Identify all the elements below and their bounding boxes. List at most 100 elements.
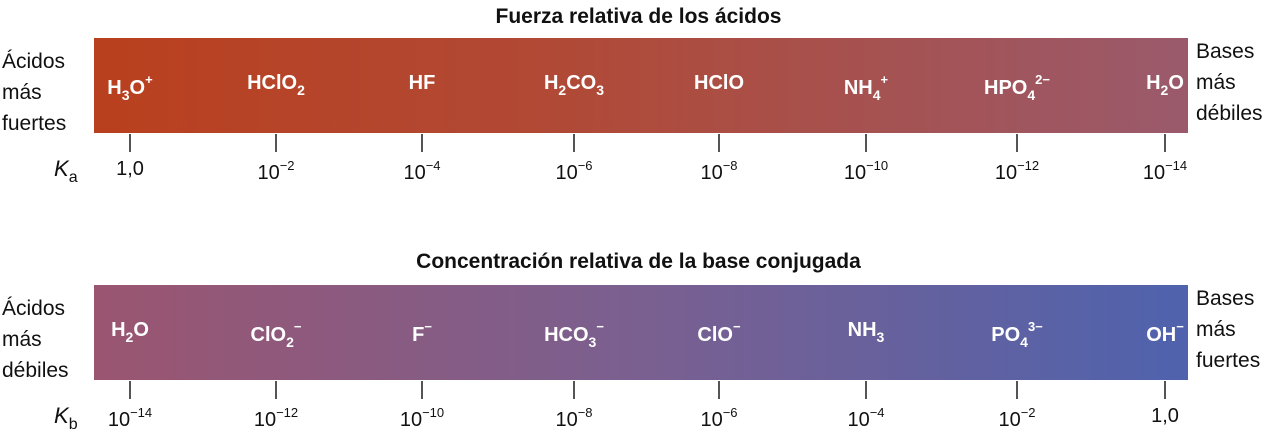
tick-exponent: −12 [1017,158,1040,173]
formula-sub: 4 [1020,334,1028,350]
formula-text: NH [847,319,877,341]
tick-label: 10−2 [257,158,294,185]
formula-text: HF [408,72,436,94]
label-line: fuertes [1196,349,1261,372]
formula-text: F [412,324,425,346]
tick-mark [421,134,423,152]
tick-exponent: −8 [577,405,593,420]
tick-label: 10−2 [998,405,1035,432]
formula-text: CO [566,72,597,94]
formula-sup: − [424,319,432,334]
formula-text: HClO [694,72,744,94]
tick-mark [129,381,131,399]
bottom-right-label: Bases más fuertes [1196,283,1260,376]
formula-text: HPO [984,77,1028,99]
species-label: HF [409,72,436,95]
species-label: HCO3− [544,319,604,350]
tick-base: 10 [994,162,1018,184]
tick-mark [1016,381,1018,399]
label-line: más [2,328,42,351]
tick-mark [275,381,277,399]
tick-exponent: −2 [279,158,295,173]
tick-mark [1164,381,1166,399]
formula-sub: 4 [872,87,881,103]
tick-label: 1,0 [1151,405,1179,428]
label-line: fuertes [2,112,67,135]
tick-label: 10−6 [555,158,592,185]
tick-base: 1,0 [116,158,144,180]
conjugate-base-bar: H2O ClO2− F− HCO3− ClO− NH3 PO43− OH− [94,285,1188,380]
formula-text: H [543,72,559,94]
k-letter: K [54,403,69,428]
formula-sub: 2 [297,82,305,98]
formula-sub: 3 [596,82,605,98]
formula-text: HCO [544,324,589,346]
species-label: F− [412,319,432,347]
tick-base: 10 [998,409,1021,431]
acid-strength-bar: H3O+ HClO2 HF H2CO3 HClO NH4+ HPO42− H2O [94,38,1188,133]
tick-mark [865,381,867,399]
acid-strength-title: Fuerza relativa de los ácidos [495,5,782,28]
bottom-k-symbol: Kb [54,403,78,434]
tick-label: 10−14 [108,405,152,432]
species-label: HClO2 [247,72,305,98]
tick-mark [1016,134,1018,152]
label-line: Ácidos [2,297,66,320]
tick-base: 10 [555,162,578,184]
tick-exponent: −10 [866,158,889,173]
tick-base: 10 [253,409,277,431]
tick-exponent: −12 [276,405,299,420]
tick-exponent: −14 [1165,158,1188,173]
k-letter: K [54,156,69,181]
label-line: débiles [1196,102,1263,125]
formula-sup: 2− [1035,72,1050,87]
species-label: PO43− [991,319,1043,350]
k-subscript: b [68,416,78,433]
formula-sub: 3 [121,87,130,103]
formula-sup: − [293,319,302,334]
species-label: HPO42− [984,72,1050,103]
tick-label: 10−4 [847,405,884,432]
species-label: H2O [111,319,149,345]
formula-sup: − [596,319,604,334]
label-line: Ácidos [2,50,66,73]
tick-exponent: −6 [577,158,593,173]
tick-exponent: −2 [1020,405,1036,420]
tick-exponent: −14 [130,405,153,420]
tick-base: 10 [257,162,280,184]
tick-base: 10 [700,162,723,184]
formula-text: H [1146,72,1161,94]
formula-sub: 4 [1027,87,1036,103]
formula-text: H [111,319,126,341]
tick-label: 1,0 [116,158,144,181]
formula-sup: 3− [1027,319,1043,334]
formula-sup: + [145,72,153,87]
formula-sub: 2 [558,82,567,98]
tick-label: 10−8 [700,158,737,185]
top-left-label: Ácidos más fuertes [2,46,66,139]
tick-label: 10−8 [555,405,592,432]
formula-sub: 3 [588,334,597,350]
formula-text: O [133,319,149,341]
label-line: Bases [1196,40,1255,63]
formula-sub: 3 [876,329,885,345]
tick-base: 10 [403,162,426,184]
formula-text: NH [843,77,873,99]
species-label: OH− [1146,319,1184,347]
formula-text: O [1168,72,1184,94]
formula-sup: + [880,72,889,87]
tick-base: 10 [843,162,867,184]
tick-exponent: −10 [422,405,445,420]
tick-label: 10−12 [254,405,298,432]
tick-exponent: −4 [425,158,441,173]
tick-label: 10−4 [403,158,440,185]
formula-sub: 2 [1160,82,1169,98]
formula-text: H [107,77,122,99]
k-subscript: a [68,169,78,186]
top-k-symbol: Ka [54,156,78,187]
tick-mark [573,134,575,152]
label-line: más [1196,318,1236,341]
label-line: más [2,81,42,104]
tick-mark [1164,134,1166,152]
tick-label: 10−6 [700,405,737,432]
